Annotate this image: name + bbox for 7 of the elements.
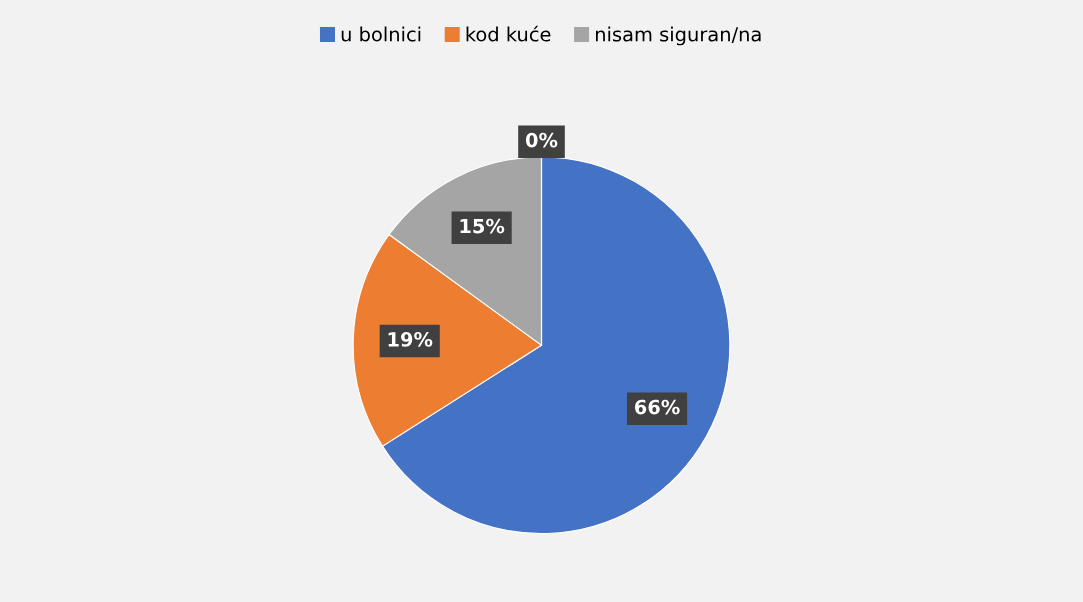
legend-label: kod kuće <box>466 25 551 42</box>
text: 0% <box>525 132 558 148</box>
legend-label: u bolnici <box>341 26 421 42</box>
data-label: 19% <box>388 332 433 347</box>
legend-label: nisam siguran/na <box>596 26 761 46</box>
data-label: 66% <box>634 399 680 415</box>
data-label: 15% <box>460 218 505 234</box>
